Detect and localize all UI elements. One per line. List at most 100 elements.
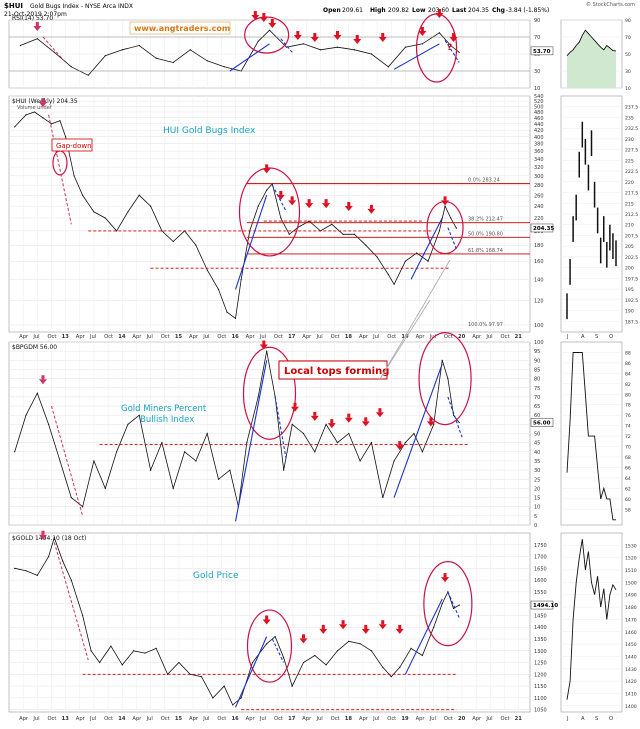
side-x-label: S bbox=[595, 334, 598, 340]
side-y-label-bpgdm_side: 60 bbox=[625, 497, 631, 503]
callout-line bbox=[379, 299, 431, 380]
data-point-hui bbox=[206, 269, 208, 271]
y-tick-label-bpgdm: 100 bbox=[534, 340, 544, 346]
data-point-bpgdm bbox=[359, 460, 361, 462]
gold-down-marker bbox=[398, 624, 402, 629]
data-point-gold bbox=[70, 579, 72, 581]
y-tick-label-hui: 380 bbox=[534, 142, 544, 148]
x-tick-label: Oct bbox=[331, 334, 340, 340]
data-point-gold bbox=[382, 666, 384, 668]
data-point-gold bbox=[274, 636, 276, 638]
x-tick-label: Oct bbox=[274, 716, 283, 722]
side-y-label-gold_side: 1530 bbox=[625, 543, 637, 549]
bpgdm-blue-projection-2016 bbox=[274, 396, 288, 462]
data-point-gold bbox=[212, 697, 214, 699]
data-point-bpgdm bbox=[246, 442, 248, 444]
x-tick-label: Oct bbox=[387, 716, 396, 722]
data-point-hui bbox=[438, 230, 440, 232]
data-point-bpgdm bbox=[115, 451, 118, 453]
rsi-down-marker bbox=[355, 35, 359, 39]
overlay-layer: 0.0% 283.24 38.2% 212.47 50.0% 190.80 61.8%… bbox=[33, 9, 530, 711]
bpgdm-down-marker bbox=[313, 411, 317, 416]
y-tick-label-bpgdm: 30 bbox=[534, 468, 540, 474]
side-y-label-hui_side: 210 bbox=[625, 223, 634, 229]
x-tick-label: Apr bbox=[189, 334, 199, 340]
data-point-gold bbox=[82, 614, 84, 617]
panel-frame-gold bbox=[8, 532, 531, 713]
data-point-bpgdm bbox=[36, 392, 38, 394]
y-tick-label-hui: 260 bbox=[534, 193, 544, 199]
header-last: 204.35 bbox=[468, 7, 489, 14]
side-y-label-gold_side: 1470 bbox=[625, 617, 637, 623]
header-chg: -3.84 (-1.85%) bbox=[506, 7, 549, 14]
hui-down-marker bbox=[288, 200, 297, 206]
data-point-gold bbox=[433, 626, 435, 628]
rsi-down-marker bbox=[420, 27, 424, 31]
data-point-hui bbox=[365, 244, 367, 246]
data-point-rsi bbox=[36, 38, 38, 40]
y-tick-label-hui: 440 bbox=[534, 122, 544, 128]
gold-down-marker bbox=[301, 634, 305, 639]
hui-down-marker bbox=[441, 200, 450, 206]
data-point-hui bbox=[104, 217, 106, 219]
x-tick-label: Jul bbox=[32, 334, 39, 340]
y-tick-label-hui: 240 bbox=[534, 204, 544, 210]
y-tick-label-hui: 400 bbox=[534, 135, 544, 141]
hui-blue-trend-2019 bbox=[410, 217, 443, 280]
last-value-bpgdm: 56.00 bbox=[533, 421, 551, 427]
x-tick-label: 20 bbox=[458, 716, 466, 722]
bpgdm-down-marker bbox=[375, 412, 384, 418]
y-tick-label-hui: 280 bbox=[534, 183, 544, 189]
y-tick-label-hui: 160 bbox=[534, 259, 544, 265]
data-point-rsi bbox=[458, 51, 460, 53]
y-tick-label-hui: 520 bbox=[534, 99, 544, 105]
data-point-bpgdm bbox=[336, 442, 339, 444]
data-point-hui bbox=[234, 317, 237, 320]
side-y-label-bpgdm_side: 66 bbox=[625, 465, 631, 471]
gold-down-marker bbox=[378, 624, 387, 630]
data-point-bpgdm bbox=[183, 451, 186, 453]
bpgdm-down-marker bbox=[398, 441, 402, 446]
header-name: Gold Bugs Index - NYSE Arca INDX bbox=[30, 3, 133, 10]
data-point-hui bbox=[342, 233, 344, 235]
data-point-gold bbox=[90, 650, 92, 652]
bpgdm-down-marker bbox=[330, 419, 334, 424]
data-point-gold bbox=[314, 654, 316, 657]
data-point-bpgdm bbox=[458, 421, 460, 424]
x-tick-label: 21 bbox=[515, 716, 523, 722]
rsi-down-marker bbox=[268, 23, 277, 28]
side-y-label-bpgdm_side: 80 bbox=[625, 392, 631, 398]
hui-title: HUI Gold Bugs Index bbox=[163, 126, 256, 136]
data-point-rsi bbox=[138, 44, 140, 47]
rsi-blue-projection-2016 bbox=[280, 38, 293, 53]
data-point-hui bbox=[240, 278, 242, 280]
data-point-rsi bbox=[336, 46, 339, 48]
x-tick-label: Jul bbox=[315, 716, 322, 722]
side-line-gold_side bbox=[566, 539, 617, 700]
side-y-label-gold_side: 1420 bbox=[625, 679, 637, 685]
rsi-down-marker bbox=[33, 26, 42, 31]
side-x-label: S bbox=[595, 716, 598, 722]
x-tick-label: 19 bbox=[401, 716, 409, 722]
side-y-label-bpgdm_side: 72 bbox=[625, 434, 631, 440]
bpgdm-down-marker bbox=[262, 340, 266, 345]
x-tick-label: Oct bbox=[444, 716, 453, 722]
x-tick-label: Jul bbox=[429, 334, 436, 340]
gold-down-marker bbox=[265, 615, 269, 620]
rsi-down-marker bbox=[418, 31, 427, 36]
data-point-hui bbox=[226, 311, 228, 313]
data-point-hui bbox=[387, 273, 390, 276]
y-tick-label-hui: 120 bbox=[534, 298, 544, 304]
gold-title: Gold Price bbox=[193, 571, 239, 581]
local-tops: Local tops forming bbox=[284, 366, 389, 377]
data-point-hui bbox=[14, 126, 16, 128]
data-point-bpgdm bbox=[421, 451, 424, 453]
side-y-label-hui_side: 215 bbox=[625, 201, 634, 207]
data-point-bpgdm bbox=[441, 359, 443, 361]
x-tick-label: Oct bbox=[104, 716, 113, 722]
data-point-hui bbox=[288, 233, 290, 235]
x-tick-label: Jul bbox=[259, 716, 266, 722]
data-point-bpgdm bbox=[283, 469, 285, 471]
x-tick-label: Oct bbox=[161, 334, 170, 340]
